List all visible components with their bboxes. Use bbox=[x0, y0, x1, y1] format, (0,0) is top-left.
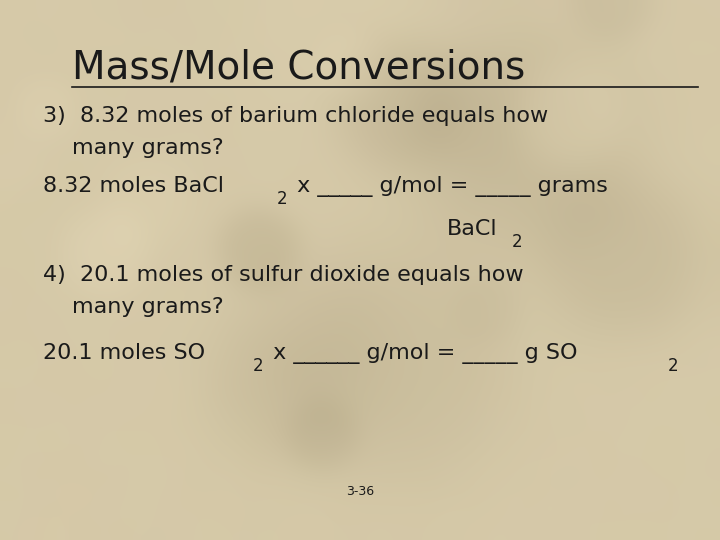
Text: 8.32 moles BaCl: 8.32 moles BaCl bbox=[43, 176, 224, 195]
Text: many grams?: many grams? bbox=[72, 297, 224, 317]
Text: 3)  8.32 moles of barium chloride equals how: 3) 8.32 moles of barium chloride equals … bbox=[43, 105, 549, 125]
Text: 2: 2 bbox=[512, 233, 522, 251]
Text: 3-36: 3-36 bbox=[346, 485, 374, 498]
Text: Mass/Mole Conversions: Mass/Mole Conversions bbox=[72, 49, 526, 86]
Text: 2: 2 bbox=[668, 357, 679, 375]
Text: x ______ g/mol = _____ g SO: x ______ g/mol = _____ g SO bbox=[266, 343, 577, 364]
Text: x _____ g/mol = _____ grams: x _____ g/mol = _____ grams bbox=[290, 176, 608, 197]
Text: BaCl: BaCl bbox=[446, 219, 497, 239]
Text: 4)  20.1 moles of sulfur dioxide equals how: 4) 20.1 moles of sulfur dioxide equals h… bbox=[43, 265, 524, 285]
Text: 20.1 moles SO: 20.1 moles SO bbox=[43, 343, 205, 363]
Text: 2: 2 bbox=[276, 190, 287, 207]
Text: 2: 2 bbox=[253, 357, 263, 375]
Text: many grams?: many grams? bbox=[72, 138, 224, 158]
